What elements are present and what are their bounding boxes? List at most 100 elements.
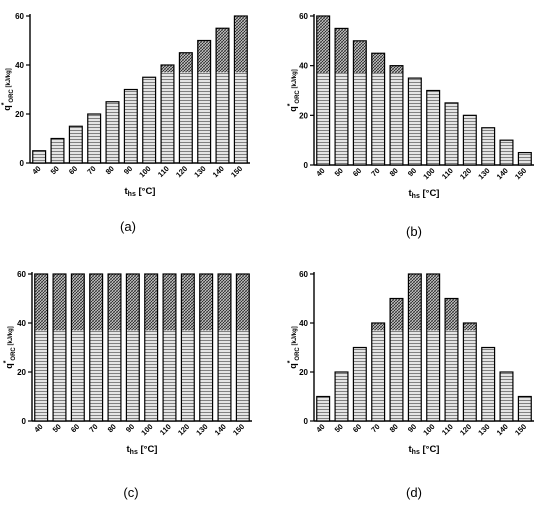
x-tick-label: 100 (421, 166, 436, 181)
x-tick-label: 70 (87, 422, 99, 434)
y-axis-title: q*ORC [kJ/kg] (3, 326, 17, 369)
x-tick-label: 100 (139, 422, 154, 437)
bar-upper-segment (218, 274, 231, 331)
x-tick-label: 110 (156, 164, 171, 179)
bar-upper-segment (390, 65, 403, 74)
bar (197, 39, 212, 164)
bar-lower-segment (234, 72, 248, 163)
x-tick-label: 150 (513, 166, 528, 181)
x-tick-label: 90 (406, 166, 418, 178)
bar (462, 322, 477, 422)
bar (233, 15, 248, 164)
bar-lower-segment (408, 78, 422, 165)
bar-lower-segment (445, 330, 458, 421)
x-tick-label: 120 (174, 164, 189, 179)
bar-lower-segment (199, 330, 213, 421)
x-tick-label: 110 (440, 422, 455, 437)
x-tick-label: 150 (513, 422, 528, 437)
bar-upper-segment (408, 274, 422, 331)
y-tick-label: 0 (22, 417, 27, 426)
bar-lower-segment (500, 140, 513, 165)
bar-lower-segment (179, 72, 193, 163)
bar-upper-segment (316, 16, 330, 74)
bar-lower-segment (144, 330, 158, 421)
bar-upper-segment (199, 274, 213, 331)
x-tick-label: 60 (67, 164, 79, 176)
bar-lower-segment (390, 330, 403, 421)
bar (316, 15, 331, 166)
bar-upper-segment (181, 274, 195, 331)
x-axis-title: ths [°C] (409, 188, 440, 200)
y-tick-label: 0 (304, 417, 309, 426)
bar (107, 273, 122, 422)
x-tick-label: 140 (495, 422, 510, 437)
y-tick-label: 20 (299, 111, 308, 120)
bar (371, 322, 386, 422)
bar-lower-segment (445, 102, 458, 165)
bar (142, 76, 157, 164)
bar (407, 273, 422, 422)
bar-lower-segment (353, 347, 367, 421)
x-tick-label: 140 (211, 164, 226, 179)
bar (334, 27, 349, 166)
x-tick-label: 130 (194, 422, 209, 437)
y-tick-label: 60 (299, 12, 308, 21)
x-tick-label: 40 (314, 422, 326, 434)
bar (499, 139, 514, 166)
x-tick-label: 150 (231, 422, 246, 437)
bar-lower-segment (69, 126, 83, 163)
bar (352, 346, 367, 422)
x-tick-label: 140 (213, 422, 228, 437)
bar-lower-segment (161, 72, 174, 163)
bar-lower-segment (71, 330, 85, 421)
bar-lower-segment (32, 150, 46, 163)
x-tick-label: 60 (351, 422, 363, 434)
x-axis-title: ths [°C] (125, 186, 156, 198)
x-tick-label: 60 (351, 166, 363, 178)
chart-panel-a: 0 20 40 60 40 50 60 70 80 90 100 110 120 130 140 150 ths… (1, 12, 250, 198)
bar-lower-segment (408, 330, 422, 421)
x-tick-label: 130 (192, 164, 207, 179)
bar (123, 88, 138, 164)
y-tick-label: 20 (15, 110, 24, 119)
bar-upper-segment (34, 274, 48, 331)
bar-lower-segment (371, 330, 385, 421)
bar-lower-segment (124, 89, 138, 163)
bar (389, 297, 404, 422)
bar-lower-segment (216, 72, 229, 163)
bar-upper-segment (108, 274, 121, 331)
y-tick-label: 40 (299, 62, 308, 71)
bar (235, 273, 250, 422)
bar-upper-segment (197, 40, 211, 73)
x-tick-label: 50 (333, 422, 345, 434)
bar-lower-segment (371, 73, 385, 165)
bar-upper-segment (236, 274, 250, 331)
bar (199, 273, 214, 422)
bar-upper-segment (445, 298, 458, 331)
y-tick-label: 60 (299, 270, 308, 279)
bar (70, 273, 85, 422)
x-tick-label: 120 (458, 166, 473, 181)
x-tick-label: 80 (104, 164, 116, 176)
bar-upper-segment (179, 52, 193, 73)
bar (517, 151, 532, 166)
bar (34, 273, 49, 422)
bar-upper-segment (234, 16, 248, 73)
bar-lower-segment (106, 101, 119, 163)
bar (52, 273, 67, 422)
bar (517, 395, 532, 422)
chart-panel-b: 0 20 40 60 40 50 60 70 80 90 100 110 120 130 140 150 ths… (287, 12, 534, 200)
bar (407, 77, 422, 166)
bar-upper-segment (426, 274, 440, 331)
bar (217, 273, 232, 422)
bar-lower-segment (181, 330, 195, 421)
x-tick-label: 90 (124, 422, 136, 434)
y-tick-label: 0 (20, 159, 25, 168)
bar-upper-segment (390, 298, 403, 331)
bar-upper-segment (216, 28, 229, 73)
bar-upper-segment (161, 65, 174, 73)
bar (371, 52, 386, 166)
bar (316, 395, 331, 422)
bar-upper-segment (71, 274, 85, 331)
bar (32, 150, 47, 164)
